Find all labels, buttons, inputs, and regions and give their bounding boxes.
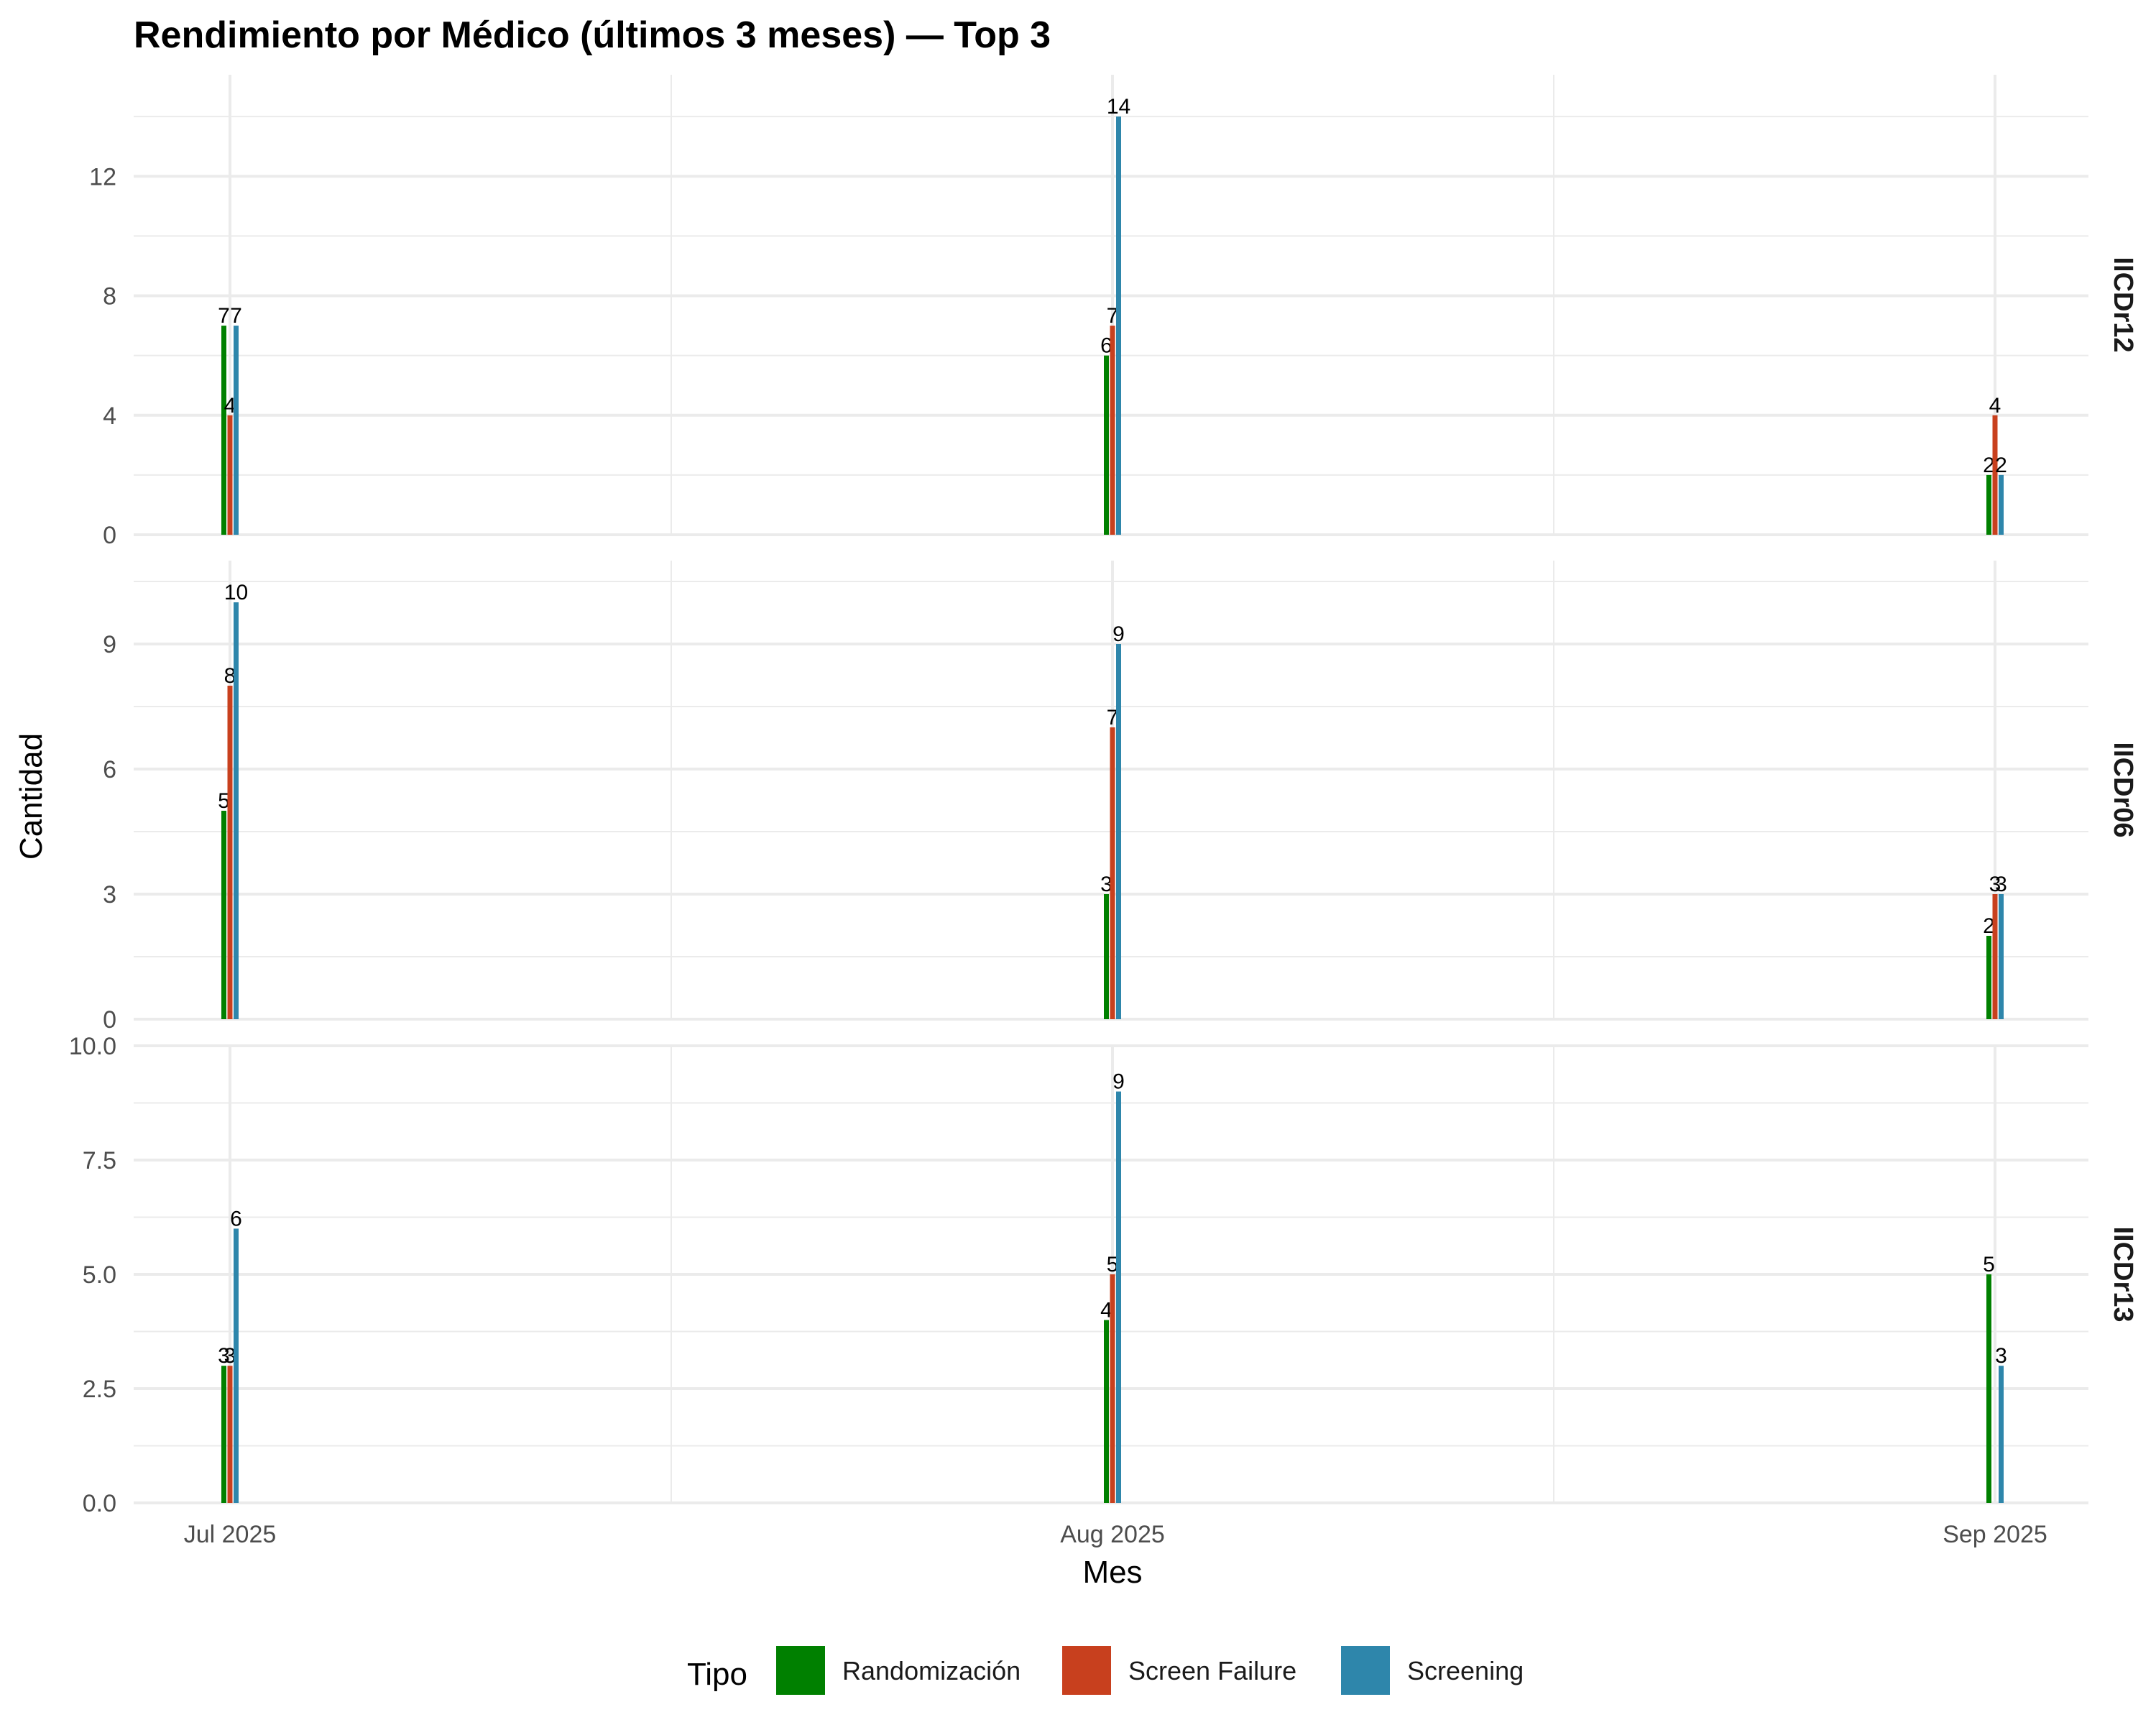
y-tick-label: 0 bbox=[103, 522, 116, 549]
y-tick-label: 10.0 bbox=[69, 1033, 116, 1060]
bar-iicdr06-screening bbox=[1116, 644, 1121, 1019]
chart-title: Rendimiento por Médico (últimos 3 meses)… bbox=[134, 14, 1051, 56]
bar-iicdr13-screen-failure bbox=[1110, 1274, 1115, 1503]
y-tick-label: 3 bbox=[103, 881, 116, 908]
bar-iicdr13-screening bbox=[1999, 1366, 2004, 1503]
data-label: 7 bbox=[230, 304, 242, 328]
panels: 048127624747142IICDr1203695328731093IICD… bbox=[69, 75, 2138, 1517]
bar-iicdr12-screen-failure bbox=[1110, 326, 1115, 535]
data-label: 3 bbox=[1989, 873, 2001, 896]
data-label: 3 bbox=[218, 1344, 230, 1368]
data-label: 8 bbox=[224, 664, 236, 688]
legend-label-screen-failure: Screen Failure bbox=[1128, 1656, 1296, 1685]
panel-iicdr13: 0.0 2.5 5.0 7.5 10.0 3 4 5 3 5 6 9 3 IICDr13 bbox=[69, 1033, 2138, 1517]
bar-iicdr13-screen-failure bbox=[227, 1366, 233, 1503]
y-tick-label: 5.0 bbox=[83, 1261, 116, 1289]
data-label: 10 bbox=[224, 581, 248, 604]
y-tick-label: 0 bbox=[103, 1006, 116, 1034]
x-tick-label: Aug 2025 bbox=[1060, 1521, 1165, 1548]
data-label: 3 bbox=[1100, 873, 1112, 896]
bar-iicdr06-screening bbox=[1999, 894, 2004, 1019]
x-axis-title: Mes bbox=[1082, 1555, 1142, 1590]
bar-iicdr12-screen-failure bbox=[227, 415, 233, 535]
strip-label-iicdr12: IICDr12 bbox=[2108, 257, 2138, 352]
legend: Tipo Randomización Screen Failure Screenin… bbox=[687, 1646, 1524, 1695]
legend-label-screening: Screening bbox=[1407, 1656, 1524, 1685]
y-tick-label: 7.5 bbox=[83, 1147, 116, 1174]
data-label: 7 bbox=[1107, 304, 1119, 328]
legend-title: Tipo bbox=[687, 1657, 747, 1692]
bar-iicdr13-screening bbox=[234, 1228, 239, 1503]
data-label: 7 bbox=[1107, 706, 1119, 730]
data-label: 2 bbox=[1983, 454, 1995, 477]
y-tick-label: 9 bbox=[103, 631, 116, 658]
legend-key-screening bbox=[1341, 1646, 1390, 1695]
y-tick-label: 4 bbox=[103, 402, 116, 430]
bar-iicdr13-randomizacion bbox=[221, 1366, 226, 1503]
bar-iicdr06-screen-failure bbox=[1992, 894, 1998, 1019]
bar-iicdr12-screening bbox=[1116, 116, 1121, 535]
x-tick-label: Sep 2025 bbox=[1943, 1521, 2047, 1548]
legend-key-screen-failure bbox=[1062, 1646, 1111, 1695]
data-label: 6 bbox=[230, 1207, 242, 1230]
bar-iicdr12-randomizacion bbox=[1986, 474, 1991, 535]
x-tick-label: Jul 2025 bbox=[184, 1521, 277, 1548]
y-tick-label: 8 bbox=[103, 283, 116, 310]
data-label: 3 bbox=[1995, 1344, 2007, 1368]
y-axis-title: Cantidad bbox=[14, 733, 49, 860]
data-label: 5 bbox=[218, 789, 230, 813]
data-label: 5 bbox=[1107, 1253, 1119, 1276]
bar-iicdr06-screen-failure bbox=[1110, 727, 1115, 1019]
strip-label-iicdr06: IICDr06 bbox=[2108, 742, 2138, 837]
bar-iicdr12-screening bbox=[1999, 474, 2004, 535]
bar-iicdr06-randomizacion bbox=[1104, 894, 1109, 1019]
bar-iicdr13-randomizacion bbox=[1986, 1274, 1991, 1503]
data-label: 4 bbox=[1100, 1299, 1112, 1322]
y-tick-label: 12 bbox=[89, 163, 116, 190]
bar-iicdr13-randomizacion bbox=[1104, 1320, 1109, 1503]
bar-iicdr06-randomizacion bbox=[1986, 936, 1991, 1019]
data-label: 2 bbox=[1995, 454, 2007, 477]
data-label: 9 bbox=[1112, 1070, 1125, 1094]
bar-iicdr12-randomizacion bbox=[221, 326, 226, 535]
data-label: 6 bbox=[1100, 334, 1112, 358]
data-label: 9 bbox=[1112, 622, 1125, 646]
x-axis-ticks: Jul 2025 Aug 2025 Sep 2025 bbox=[184, 1521, 2047, 1548]
data-label: 2 bbox=[1983, 914, 1995, 938]
bar-iicdr13-screening bbox=[1116, 1091, 1121, 1503]
bar-iicdr12-screen-failure bbox=[1992, 415, 1998, 535]
bar-iicdr12-randomizacion bbox=[1104, 355, 1109, 535]
data-label: 3 bbox=[224, 1344, 236, 1368]
y-tick-label: 2.5 bbox=[83, 1376, 116, 1403]
strip-label-iicdr13: IICDr13 bbox=[2108, 1226, 2138, 1322]
legend-key-randomizacion bbox=[776, 1646, 825, 1695]
bar-iicdr06-randomizacion bbox=[221, 811, 226, 1019]
data-label: 4 bbox=[224, 394, 236, 418]
data-label: 4 bbox=[1989, 394, 2001, 418]
data-label: 3 bbox=[1995, 873, 2007, 896]
data-label: 5 bbox=[1983, 1253, 1995, 1276]
bar-iicdr06-screen-failure bbox=[227, 686, 233, 1019]
y-tick-label: 6 bbox=[103, 756, 116, 783]
y-tick-label: 0.0 bbox=[83, 1490, 116, 1517]
data-label: 7 bbox=[218, 304, 230, 328]
bar-iicdr12-screening bbox=[234, 326, 239, 535]
legend-label-randomizacion: Randomización bbox=[842, 1656, 1021, 1685]
bar-iicdr06-screening bbox=[234, 602, 239, 1019]
data-label: 14 bbox=[1107, 95, 1130, 119]
panel-iicdr12: 0 4 8 12 7 6 2 4 7 4 7 14 2 IICDr12 bbox=[89, 75, 2138, 549]
